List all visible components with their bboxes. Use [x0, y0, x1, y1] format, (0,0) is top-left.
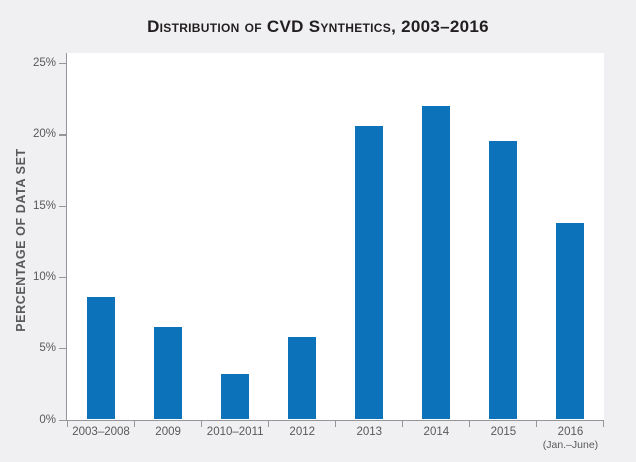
- x-category-label-2014: 2014: [391, 426, 481, 439]
- x-category-label-2003-2008: 2003–2008: [56, 426, 146, 439]
- x-category-label-text: 2016: [557, 425, 584, 438]
- y-tick-mark-0: [59, 419, 66, 421]
- y-tick-label-5: 5%: [39, 342, 56, 355]
- x-category-label-text: 2010–2011: [206, 425, 264, 438]
- x-tick-mark-5: [401, 421, 404, 427]
- x-category-label-2012: 2012: [257, 426, 347, 439]
- y-tick-label-20: 20%: [32, 128, 56, 141]
- x-category-label-2015: 2015: [458, 426, 548, 439]
- x-category-label-text: 2012: [289, 425, 316, 438]
- y-tick-label-0: 0%: [39, 413, 56, 426]
- y-tick-mark-15: [59, 205, 66, 207]
- x-category-sublabel: (Jan.–June): [542, 438, 599, 451]
- plot-area: [66, 53, 604, 421]
- bar-2010-2011: [221, 373, 250, 420]
- x-category-label-text: 2013: [356, 425, 383, 438]
- x-tick-mark-7: [535, 421, 538, 427]
- x-category-label-text: 2015: [490, 425, 517, 438]
- x-category-label-text: 2003–2008: [72, 425, 130, 438]
- x-category-label-2013: 2013: [324, 426, 414, 439]
- x-tick-mark-0: [66, 421, 68, 427]
- y-tick-mark-5: [59, 348, 66, 350]
- bar-2012: [288, 336, 317, 420]
- y-tick-label-10: 10%: [32, 270, 56, 283]
- y-tick-label-15: 15%: [32, 199, 56, 212]
- x-tick-mark-1: [133, 421, 135, 427]
- x-tick-mark-3: [267, 421, 269, 427]
- bar-2014: [422, 105, 451, 420]
- bar-2016: [556, 222, 585, 420]
- x-category-label-text: 2014: [423, 425, 450, 438]
- x-category-label-text: 2009: [155, 425, 181, 438]
- x-tick-mark-2: [200, 421, 202, 427]
- y-tick-mark-25: [59, 63, 66, 65]
- bar-2013: [355, 125, 384, 420]
- x-tick-mark-4: [334, 421, 337, 427]
- x-tick-mark-8: [603, 421, 605, 427]
- y-tick-mark-10: [59, 276, 66, 279]
- bar-2015: [489, 141, 518, 420]
- chart-title: Distribution of CVD Synthetics, 2003–201…: [147, 17, 489, 36]
- x-category-label-2010-2011: 2010–2011: [190, 426, 280, 439]
- x-category-label-2009: 2009: [123, 426, 213, 439]
- bar-2003-2008: [87, 296, 116, 420]
- y-tick-mark-20: [59, 134, 66, 136]
- bar-2009: [154, 326, 183, 420]
- x-tick-mark-6: [468, 421, 471, 427]
- y-tick-label-25: 25%: [32, 57, 56, 69]
- y-axis-title: PERCENTAGE OF DATA SET: [14, 148, 28, 332]
- x-category-label-2016: 2016 (Jan.–June): [525, 426, 615, 451]
